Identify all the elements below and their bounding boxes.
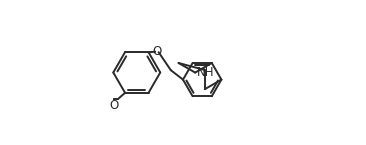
Text: O: O: [109, 99, 119, 112]
Text: NH: NH: [197, 66, 214, 79]
Text: O: O: [152, 45, 161, 58]
